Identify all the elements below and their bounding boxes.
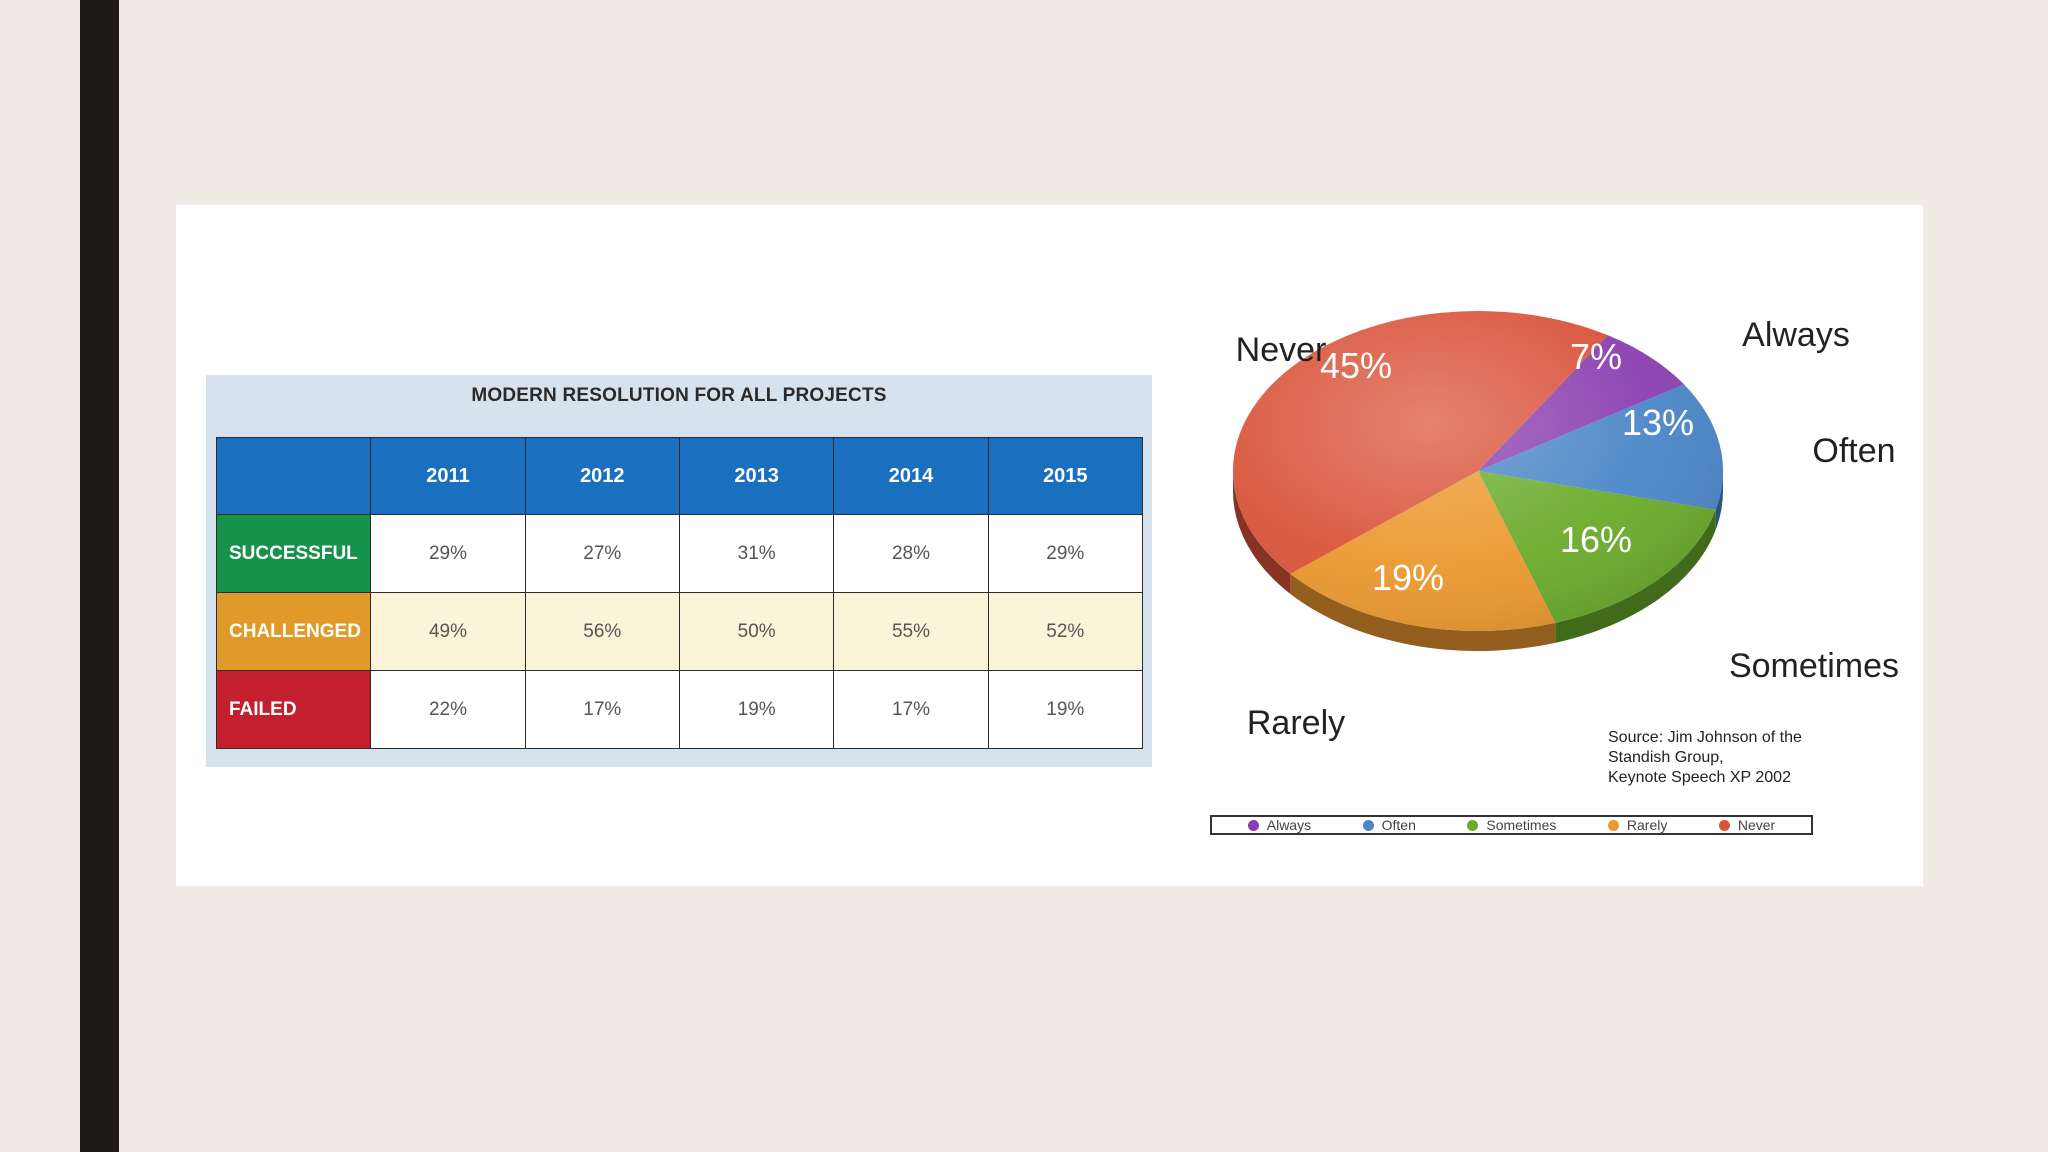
table-header-row: 2011 2012 2013 2014 2015 xyxy=(215,437,1144,515)
table-cell: 22% xyxy=(370,670,526,749)
category-label-never: Never xyxy=(1236,331,1327,369)
legend-label: Always xyxy=(1266,817,1312,833)
legend-item-sometimes: Sometimes xyxy=(1467,817,1556,833)
pie-chart: 45% 7%13% 16% 19% Never Always Often Sometimes… xyxy=(1233,311,1899,742)
legend-label: Sometimes xyxy=(1486,817,1557,833)
slice-percent-label: 45% xyxy=(1320,345,1392,386)
legend-item-always: Always xyxy=(1247,817,1312,833)
slice-percent-label: 19% xyxy=(1372,557,1444,598)
source-line: Standish Group, xyxy=(1608,749,1724,766)
legend-item-often: Often xyxy=(1362,817,1416,833)
pie-depth-rarely xyxy=(1290,573,1556,651)
column-header: 2013 xyxy=(678,437,835,515)
source-line: Keynote Speech XP 2002 xyxy=(1608,769,1791,786)
row-label: CHALLENGED xyxy=(215,592,372,671)
table-cell: 55% xyxy=(833,592,989,671)
category-label-always: Always xyxy=(1742,316,1850,354)
resolution-table-panel: MODERN RESOLUTION FOR ALL PROJECTS 2011 … xyxy=(206,375,1152,767)
row-label: SUCCESSFUL xyxy=(215,514,372,593)
row-label: FAILED xyxy=(215,670,372,749)
chart-legend: Always Often Sometimes Rarely Never xyxy=(1210,815,1813,835)
resolution-table: 2011 2012 2013 2014 2015 SUCCESSFUL 29% … xyxy=(215,437,1144,749)
legend-label: Often xyxy=(1381,817,1416,833)
legend-swatch xyxy=(1607,819,1619,831)
legend-swatch xyxy=(1467,819,1479,831)
slice-percent-label: 13% xyxy=(1622,402,1694,443)
table-cell: 28% xyxy=(833,514,989,593)
table-cell: 17% xyxy=(524,670,680,749)
legend-swatch xyxy=(1362,819,1374,831)
legend-item-rarely: Rarely xyxy=(1607,817,1668,833)
table-row-challenged: CHALLENGED 49% 56% 50% 55% 52% xyxy=(215,592,1144,671)
table-cell: 49% xyxy=(370,592,526,671)
table-cell: 19% xyxy=(678,670,835,749)
legend-label: Rarely xyxy=(1626,817,1668,833)
legend-swatch xyxy=(1247,819,1259,831)
table-cell: 52% xyxy=(987,592,1144,671)
slide-content-card: MODERN RESOLUTION FOR ALL PROJECTS 2011 … xyxy=(176,205,1923,886)
column-header: 2014 xyxy=(833,437,989,515)
category-label-sometimes: Sometimes xyxy=(1729,647,1899,685)
column-header: 2012 xyxy=(524,437,680,515)
table-cell: 31% xyxy=(678,514,835,593)
table-title: MODERN RESOLUTION FOR ALL PROJECTS xyxy=(471,385,887,406)
legend-label: Never xyxy=(1737,817,1776,833)
table-row-successful: SUCCESSFUL 29% 27% 31% 28% 29% xyxy=(215,514,1144,593)
source-note: Source: Jim Johnson of the Standish Grou… xyxy=(1608,728,1868,788)
table-cell: 56% xyxy=(524,592,680,671)
table-cell: 29% xyxy=(987,514,1144,593)
column-header: 2011 xyxy=(370,437,526,515)
slice-percent-label: 7% xyxy=(1570,336,1622,377)
legend-item-never: Never xyxy=(1718,817,1776,833)
category-label-rarely: Rarely xyxy=(1247,704,1345,742)
table-cell: 27% xyxy=(524,514,680,593)
table-row-failed: FAILED 22% 17% 19% 17% 19% xyxy=(215,670,1144,749)
legend-swatch xyxy=(1718,819,1730,831)
column-header: 2015 xyxy=(987,437,1144,515)
table-corner-cell xyxy=(215,437,372,515)
slide-accent-bar xyxy=(80,0,119,1152)
table-cell: 19% xyxy=(987,670,1144,749)
source-line: Source: Jim Johnson of the xyxy=(1608,729,1802,746)
table-cell: 17% xyxy=(833,670,989,749)
slice-percent-label: 16% xyxy=(1560,519,1632,560)
table-cell: 50% xyxy=(678,592,835,671)
table-cell: 29% xyxy=(370,514,526,593)
category-label-often: Often xyxy=(1812,432,1895,470)
